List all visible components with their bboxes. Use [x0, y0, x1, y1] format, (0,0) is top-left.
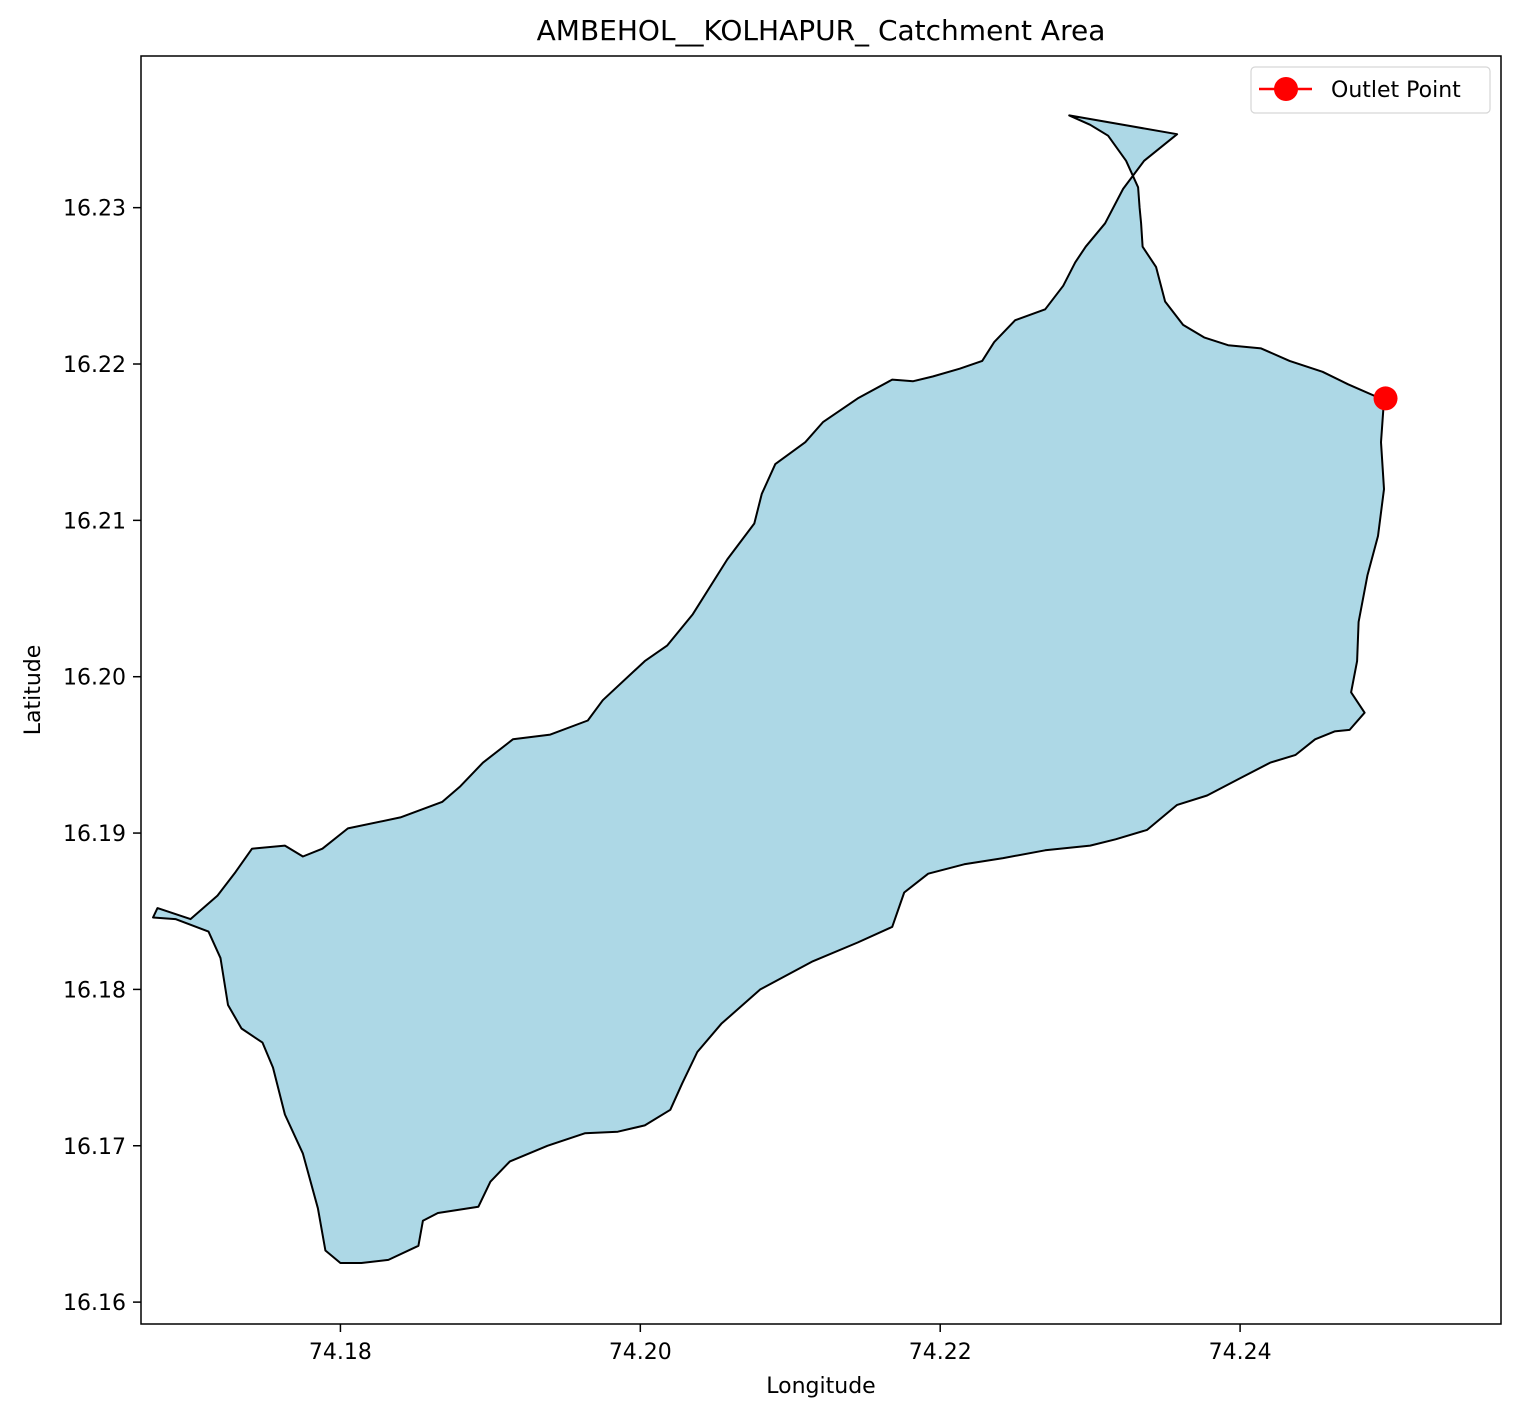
x-tick-label: 74.22 [909, 1340, 972, 1365]
legend: Outlet Point [1250, 66, 1491, 114]
x-tick-label: 74.18 [309, 1340, 372, 1365]
legend-entry-outlet-point: Outlet Point [1331, 78, 1461, 103]
y-tick-label: 16.20 [63, 666, 126, 691]
y-tick-label: 16.22 [63, 353, 126, 378]
x-axis-label: Longitude [766, 1374, 875, 1399]
legend-box [1250, 66, 1491, 114]
x-axis-ticks: 74.18 74.20 74.22 74.24 [309, 1324, 1272, 1365]
legend-marker-icon [1274, 77, 1298, 101]
y-tick-label: 16.23 [63, 197, 126, 222]
outlet-point-marker [1373, 386, 1398, 411]
y-axis-label: Latitude [21, 645, 46, 736]
x-tick-label: 74.24 [1209, 1340, 1272, 1365]
x-tick-label: 74.20 [609, 1340, 672, 1365]
y-tick-label: 16.17 [63, 1135, 126, 1160]
y-tick-label: 16.21 [63, 509, 126, 534]
y-tick-label: 16.19 [63, 822, 126, 847]
plot-frame [140, 55, 1502, 1325]
outlet-layer [1373, 386, 1398, 411]
catchment-layer [152, 114, 1385, 1264]
y-tick-label: 16.18 [63, 978, 126, 1003]
catchment-polygon [152, 114, 1385, 1264]
y-tick-label: 16.16 [63, 1291, 126, 1316]
chart-title: AMBEHOL__KOLHAPUR_ Catchment Area [537, 14, 1106, 47]
y-axis-ticks: 16.16 16.17 16.18 16.19 16.20 16.21 16.22 16.23 [63, 197, 141, 1316]
